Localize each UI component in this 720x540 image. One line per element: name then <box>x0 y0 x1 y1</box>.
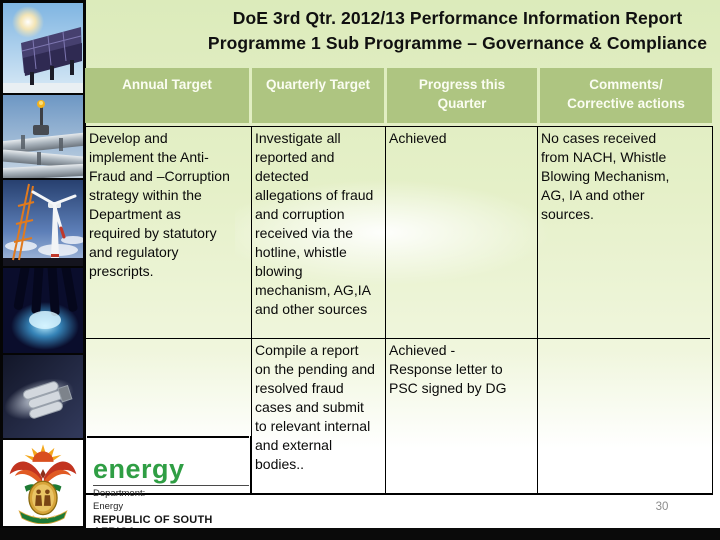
solar-panels-image <box>3 3 83 93</box>
cell-comments-row1: No cases received from NACH, Whistle Blo… <box>538 127 710 339</box>
wind-turbine-photo <box>3 180 83 266</box>
coat-of-arms-panel <box>3 440 83 526</box>
gas-pipelines-photo <box>3 95 83 178</box>
slide-title: DoE 3rd Qtr. 2012/13 Performance Informa… <box>200 6 715 56</box>
wind-turbine-image <box>3 180 83 266</box>
cfl-bulb-photo <box>3 355 83 438</box>
page-number: 30 <box>655 501 669 513</box>
col-header-annual-target: Annual Target <box>85 68 249 123</box>
slide-title-line1: DoE 3rd Qtr. 2012/13 Performance Informa… <box>232 8 683 28</box>
doe-logo: energy Department: Energy REPUBLIC OF SO… <box>93 455 253 538</box>
doe-logo-background <box>87 436 249 532</box>
table-bottom-border <box>85 493 713 495</box>
cell-quarterly-target-row1: Investigate all reported and detected al… <box>252 127 386 339</box>
slide-title-line2: Programme 1 Sub Programme – Governance &… <box>207 33 708 53</box>
blue-glow-lights-image <box>3 268 83 353</box>
doe-logo-brand: energy <box>93 454 185 484</box>
col-header-progress: Progress this Quarter <box>387 68 537 123</box>
table-column-border <box>250 436 251 494</box>
energy-photo-strip <box>0 0 86 528</box>
bottom-black-strip <box>0 528 720 540</box>
sa-coat-of-arms-icon <box>9 444 77 524</box>
cfl-bulb-image <box>3 355 83 438</box>
doe-logo-department-label: Department: <box>93 488 146 499</box>
cell-progress-row2: Achieved - Response letter to PSC signed… <box>386 339 538 494</box>
solar-panels-photo <box>3 3 83 93</box>
blue-glow-lights-photo <box>3 268 83 353</box>
cell-progress-row1: Achieved <box>386 127 538 339</box>
col-header-quarterly-target: Quarterly Target <box>252 68 384 123</box>
gas-pipelines-image <box>3 95 83 178</box>
doe-logo-rule <box>93 485 249 486</box>
table-header-row: Annual Target Quarterly Target Progress … <box>85 68 712 123</box>
doe-logo-department-name: Energy <box>93 501 124 512</box>
cell-comments-row2 <box>538 339 710 494</box>
col-header-comments: Comments/ Corrective actions <box>540 68 712 123</box>
cell-annual-target-row1: Develop and implement the Anti- Fraud an… <box>86 127 252 339</box>
cell-quarterly-target-row2: Compile a report on the pending and reso… <box>252 339 386 494</box>
cell-annual-target-row2 <box>86 339 252 494</box>
